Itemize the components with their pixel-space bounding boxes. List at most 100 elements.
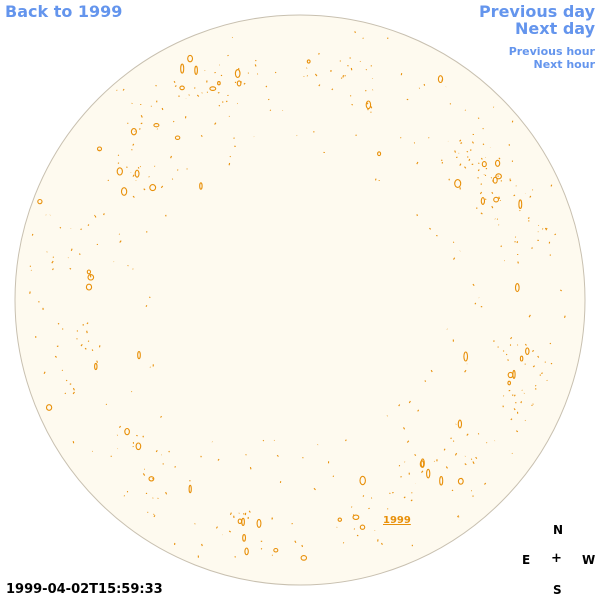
magnetic-feature xyxy=(340,77,343,79)
magnetic-feature xyxy=(155,449,158,453)
magnetic-feature xyxy=(52,268,54,271)
compass-center-mark: + xyxy=(551,551,562,566)
magnetic-feature xyxy=(464,166,467,169)
magnetic-feature xyxy=(541,372,543,375)
magnetic-feature xyxy=(519,209,521,212)
magnetic-feature xyxy=(188,94,190,96)
magnetic-feature xyxy=(244,547,249,556)
magnetic-feature xyxy=(168,450,170,453)
magnetic-feature xyxy=(359,475,366,486)
magnetic-feature xyxy=(160,185,164,189)
magnetic-feature xyxy=(424,380,427,382)
magnetic-feature xyxy=(69,383,72,385)
magnetic-feature xyxy=(527,217,530,219)
magnetic-feature xyxy=(468,158,471,162)
magnetic-feature xyxy=(138,128,141,130)
compass-north-label: N xyxy=(553,523,564,537)
magnetic-feature xyxy=(300,555,308,561)
magnetic-feature xyxy=(356,534,359,537)
magnetic-feature xyxy=(80,228,82,231)
magnetic-feature xyxy=(474,302,477,305)
magnetic-feature xyxy=(94,215,97,218)
magnetic-feature xyxy=(273,547,279,553)
magnetic-feature xyxy=(179,85,185,91)
magnetic-feature xyxy=(563,315,566,318)
magnetic-feature xyxy=(174,135,181,140)
magnetic-feature xyxy=(452,440,455,442)
magnetic-feature xyxy=(140,122,143,125)
next-day-link[interactable]: Next day xyxy=(515,19,595,38)
magnetic-feature xyxy=(362,37,364,39)
magnetic-feature xyxy=(122,88,125,91)
magnetic-feature xyxy=(218,104,221,107)
magnetic-feature xyxy=(513,394,516,397)
magnetic-feature xyxy=(116,167,123,176)
magnetic-feature xyxy=(87,274,95,281)
magnetic-feature xyxy=(349,57,351,59)
magnetic-feature xyxy=(228,162,231,166)
magnetic-feature xyxy=(262,439,265,442)
magnetic-feature xyxy=(233,137,235,139)
magnetic-feature xyxy=(331,88,334,91)
magnetic-feature xyxy=(406,98,409,101)
magnetic-feature xyxy=(554,233,557,236)
magnetic-feature xyxy=(86,330,88,334)
magnetic-feature xyxy=(472,283,475,287)
magnetic-feature xyxy=(131,149,133,151)
magnetic-feature xyxy=(245,454,247,456)
magnetic-feature xyxy=(79,253,81,256)
magnetic-feature xyxy=(254,64,257,67)
magnetic-feature xyxy=(410,499,413,502)
magnetic-feature xyxy=(349,95,352,97)
magnetic-feature xyxy=(173,80,176,83)
magnetic-feature xyxy=(480,197,486,205)
magnetic-feature xyxy=(457,515,460,518)
magnetic-feature xyxy=(478,162,480,164)
previous-hour-link[interactable]: Previous hour xyxy=(508,45,595,58)
magnetic-feature xyxy=(234,68,241,79)
magnetic-feature xyxy=(514,236,517,238)
magnetic-feature xyxy=(534,388,537,390)
magnetic-feature xyxy=(61,328,64,330)
magnetic-feature xyxy=(466,433,469,436)
magnetic-feature xyxy=(454,150,457,153)
magnetic-feature xyxy=(162,463,164,465)
year-link[interactable]: 1999 xyxy=(383,515,411,526)
magnetic-feature xyxy=(51,260,54,264)
previous-day-link[interactable]: Previous day xyxy=(478,2,595,21)
magnetic-feature xyxy=(414,454,417,456)
magnetic-feature xyxy=(353,528,356,530)
magnetic-feature xyxy=(472,461,475,465)
magnetic-feature xyxy=(513,194,516,197)
magnetic-feature xyxy=(187,54,194,63)
magnetic-feature xyxy=(480,212,483,215)
magnetic-feature xyxy=(354,31,356,34)
magnetic-feature xyxy=(510,336,513,340)
magnetic-feature xyxy=(481,161,487,168)
magnetic-feature xyxy=(294,540,297,544)
magnetic-feature xyxy=(148,176,150,178)
magnetic-feature xyxy=(452,241,455,243)
magnetic-feature xyxy=(443,448,446,451)
magnetic-feature xyxy=(119,240,122,243)
magnetic-feature xyxy=(512,369,516,379)
magnetic-feature xyxy=(498,157,501,160)
magnetic-feature xyxy=(72,440,75,444)
magnetic-feature xyxy=(511,394,514,396)
magnetic-feature xyxy=(142,473,146,476)
magnetic-feature xyxy=(429,227,432,230)
next-hour-link[interactable]: Next hour xyxy=(533,58,596,71)
magnetic-feature xyxy=(352,514,360,521)
magnetic-feature xyxy=(174,466,177,468)
magnetic-feature xyxy=(477,169,480,172)
magnetic-feature xyxy=(132,195,135,198)
magnetic-feature xyxy=(314,73,318,77)
magnetic-feature xyxy=(153,515,156,518)
magnetic-feature xyxy=(494,159,501,167)
magnetic-feature xyxy=(509,179,512,182)
magnetic-feature xyxy=(131,391,133,393)
magnetic-feature xyxy=(365,89,367,92)
back-to-year-link[interactable]: Back to 1999 xyxy=(5,2,123,21)
magnetic-feature xyxy=(86,322,89,325)
